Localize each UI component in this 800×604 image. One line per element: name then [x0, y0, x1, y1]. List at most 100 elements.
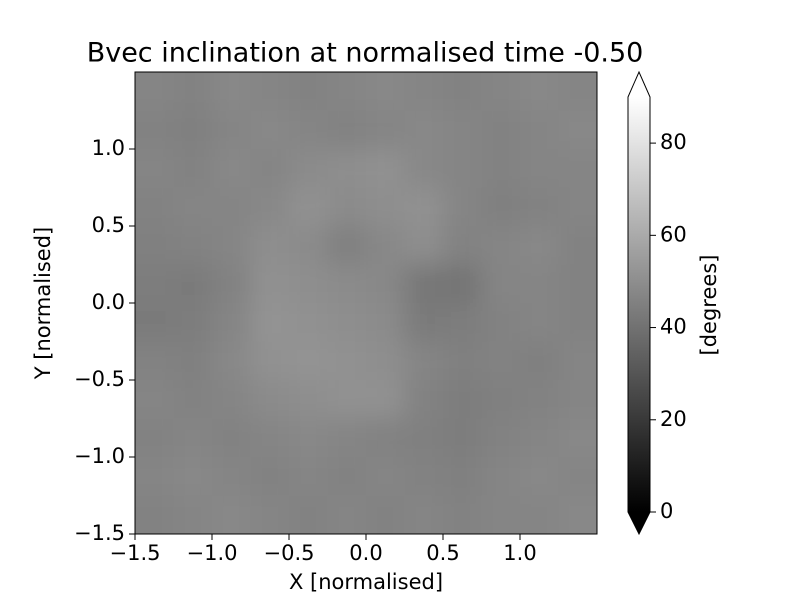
heat-cell	[481, 341, 521, 381]
y-tick-label: −1.5	[74, 521, 125, 545]
heat-cell	[173, 226, 213, 266]
heat-cell	[520, 264, 560, 304]
heat-cell	[212, 380, 252, 420]
heat-cell	[520, 457, 560, 497]
heat-cell	[520, 303, 560, 343]
heat-cell	[404, 341, 444, 381]
chart-title: Bvec inclination at normalised time -0.5…	[87, 38, 644, 69]
heat-cell	[289, 226, 329, 266]
heat-cell	[443, 457, 483, 497]
colorbar-tick-label: 60	[660, 222, 687, 246]
heat-cell	[173, 341, 213, 381]
heat-cell	[520, 226, 560, 266]
heat-cell	[327, 187, 367, 227]
heat-cell	[404, 264, 444, 304]
y-tick-label: −0.5	[74, 367, 125, 391]
heat-cell	[404, 418, 444, 458]
heat-cell	[443, 264, 483, 304]
heat-cell	[250, 110, 290, 150]
heat-cell	[366, 187, 406, 227]
heat-cell	[443, 187, 483, 227]
heat-cell	[212, 303, 252, 343]
heat-cell	[212, 226, 252, 266]
x-axis-label: X [normalised]	[289, 570, 443, 594]
heat-cell	[520, 110, 560, 150]
heat-cell	[135, 495, 175, 534]
colorbar-tick-label: 80	[660, 130, 687, 154]
heat-cell	[289, 457, 329, 497]
heat-cell	[327, 341, 367, 381]
colorbar-label: [degrees]	[697, 255, 721, 356]
heat-cell	[366, 418, 406, 458]
heat-cell	[404, 187, 444, 227]
heat-cell	[173, 149, 213, 189]
heat-cell	[250, 380, 290, 420]
heat-cell	[250, 226, 290, 266]
colorbar-tick-label: 0	[660, 499, 673, 523]
heat-cell	[289, 380, 329, 420]
heat-cell	[366, 110, 406, 150]
heat-cell	[289, 187, 329, 227]
y-tick-label: 0.5	[92, 213, 125, 237]
heat-cell	[481, 264, 521, 304]
heat-cell	[250, 303, 290, 343]
heat-cell	[520, 418, 560, 458]
heat-cell	[366, 457, 406, 497]
heat-cell	[173, 303, 213, 343]
heat-cell	[212, 418, 252, 458]
heat-cell	[404, 380, 444, 420]
heat-cell	[520, 380, 560, 420]
heat-cell	[404, 457, 444, 497]
heat-cell	[443, 418, 483, 458]
heat-cell	[212, 187, 252, 227]
heat-cell	[520, 149, 560, 189]
heat-cell	[289, 264, 329, 304]
heat-cell	[289, 149, 329, 189]
heat-cell	[520, 187, 560, 227]
x-tick-label: 0.5	[426, 541, 459, 565]
x-tick-label: 1.0	[503, 541, 536, 565]
x-tick-label: −1.5	[110, 541, 161, 565]
heat-cell	[173, 380, 213, 420]
heat-cell	[481, 149, 521, 189]
heat-cell	[481, 303, 521, 343]
heat-cell	[366, 226, 406, 266]
heat-cell	[366, 380, 406, 420]
heat-cell	[443, 226, 483, 266]
colorbar-tick-label: 20	[660, 407, 687, 431]
heat-cell	[558, 72, 597, 112]
heat-cell	[250, 187, 290, 227]
heat-cell	[366, 264, 406, 304]
colorbar-extend-min	[628, 512, 650, 534]
heat-cell	[481, 110, 521, 150]
x-tick-label: −0.5	[264, 541, 315, 565]
image	[135, 72, 597, 534]
heat-cell	[173, 418, 213, 458]
heat-cell	[366, 303, 406, 343]
heat-cell	[404, 110, 444, 150]
colorbar-tick-label: 40	[660, 315, 687, 339]
heat-cell	[289, 418, 329, 458]
heat-cell	[481, 380, 521, 420]
heat-cell	[366, 149, 406, 189]
heat-cell	[443, 303, 483, 343]
heat-cell	[443, 110, 483, 150]
heat-cell	[481, 457, 521, 497]
heat-cell	[212, 264, 252, 304]
heat-cell	[443, 149, 483, 189]
heat-cell	[212, 341, 252, 381]
heat-cell	[481, 226, 521, 266]
heat-cell	[327, 110, 367, 150]
colorbar-extend-max	[628, 72, 650, 97]
y-tick-label: 0.0	[92, 290, 125, 314]
heat-cell	[289, 110, 329, 150]
heat-cell	[135, 72, 175, 112]
heat-cell	[404, 149, 444, 189]
heat-cell	[250, 149, 290, 189]
heat-cell	[173, 187, 213, 227]
heat-cell	[327, 380, 367, 420]
heat-cell	[481, 418, 521, 458]
x-tick-label: 0.0	[349, 541, 382, 565]
x-tick-label: −1.0	[187, 541, 238, 565]
